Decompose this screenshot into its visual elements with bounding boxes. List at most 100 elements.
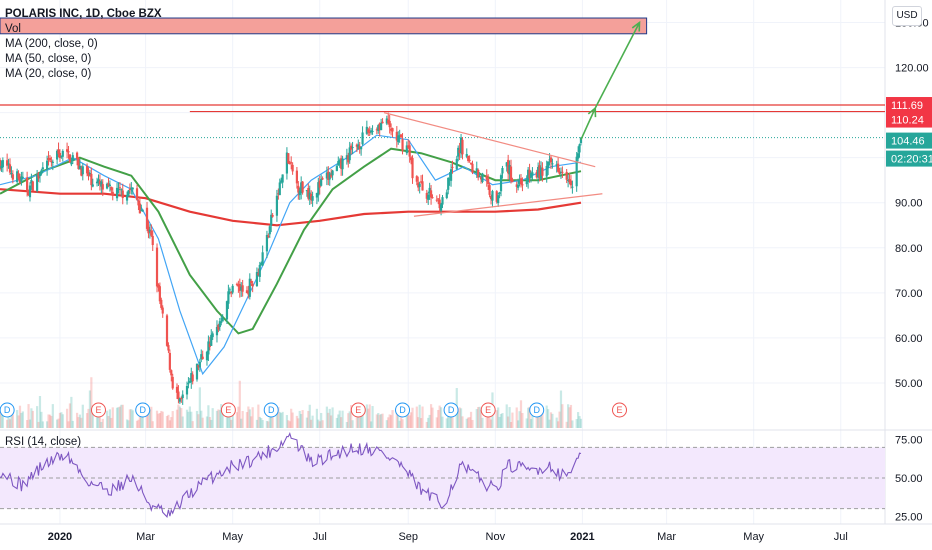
- volume-bar: [121, 404, 124, 428]
- candle-body: [360, 146, 363, 150]
- legend-ma50[interactable]: MA (50, close, 0): [5, 53, 92, 65]
- candle-body: [431, 197, 434, 199]
- candle-body: [495, 191, 498, 202]
- volume-bar: [168, 420, 171, 428]
- candle-body: [565, 171, 568, 180]
- candle-body: [427, 194, 430, 200]
- candle-body: [187, 383, 190, 385]
- volume-bar: [81, 404, 84, 428]
- volume-bar: [231, 409, 234, 428]
- candle-body: [128, 188, 131, 191]
- wedge-upper-line: [383, 112, 596, 168]
- candle-body: [328, 173, 331, 180]
- volume-bar: [465, 418, 468, 428]
- volume-bar: [280, 413, 283, 428]
- volume-bar: [157, 413, 160, 428]
- legend-ma20[interactable]: MA (20, close, 0): [5, 68, 92, 80]
- candle-body: [265, 235, 269, 252]
- volume-bar: [211, 408, 214, 428]
- price-badge-label: 02:20:31: [891, 154, 932, 166]
- candle-body: [118, 187, 122, 189]
- volume-bar: [51, 404, 54, 428]
- volume-bar: [495, 410, 498, 428]
- candle-body: [161, 307, 164, 314]
- legend-ma200[interactable]: MA (200, close, 0): [5, 38, 98, 50]
- candle-body: [438, 199, 441, 209]
- volume-bar: [130, 409, 133, 428]
- volume-bar: [347, 413, 350, 428]
- ma50-line: [0, 147, 582, 335]
- candle-body: [145, 207, 149, 229]
- volume-bar: [281, 411, 284, 428]
- candle-body: [21, 176, 24, 178]
- volume-bar: [290, 408, 293, 428]
- volume-bar: [28, 419, 32, 428]
- volume-bar: [160, 410, 163, 428]
- candle-body: [85, 165, 89, 174]
- candle-body: [177, 391, 180, 400]
- volume-bar: [36, 406, 39, 428]
- volume-bar: [335, 417, 338, 428]
- candle-body: [285, 152, 289, 174]
- time-tick-label: Jul: [313, 531, 327, 543]
- rsi-legend[interactable]: RSI (14, close): [5, 436, 82, 448]
- volume-bar: [251, 407, 254, 428]
- candle-body: [287, 153, 290, 164]
- volume-bar: [200, 410, 203, 428]
- event-marker: [350, 402, 366, 418]
- candle-body: [207, 341, 210, 355]
- candle-body: [205, 351, 209, 361]
- candle-body: [509, 166, 513, 181]
- volume-bar: [519, 400, 523, 428]
- legend-symbol-title[interactable]: POLARIS INC, 1D, Cboe BZX: [5, 8, 162, 20]
- volume-bar: [421, 406, 424, 428]
- volume-bar: [248, 409, 251, 428]
- event-marker-label: E: [225, 405, 231, 415]
- candle-body: [458, 149, 461, 153]
- volume-bar: [479, 410, 483, 428]
- volume-bar: [365, 404, 368, 428]
- volume-bar: [88, 390, 92, 428]
- candle-body: [357, 144, 360, 150]
- volume-bar: [340, 417, 343, 428]
- price-tick-label: 60.00: [895, 333, 923, 345]
- volume-bar: [201, 417, 204, 428]
- volume-bar: [505, 404, 508, 428]
- candle-body: [51, 161, 54, 163]
- volume-bar: [429, 404, 433, 428]
- price-badge: [886, 111, 932, 128]
- volume-bar: [357, 413, 360, 428]
- currency-button[interactable]: USD: [892, 6, 922, 26]
- candle-body: [408, 145, 411, 157]
- candle-body: [481, 173, 484, 182]
- candle-body: [537, 167, 540, 178]
- volume-bar: [61, 414, 64, 428]
- candle-body: [567, 179, 570, 181]
- candle-body: [515, 184, 518, 187]
- rsi-tick-label: 50.00: [895, 473, 923, 485]
- volume-bar: [241, 410, 244, 428]
- volume-bar: [50, 415, 53, 428]
- candle-body: [255, 272, 259, 286]
- volume-bar: [55, 419, 59, 428]
- candle-body: [288, 162, 291, 165]
- volume-bar: [237, 406, 240, 428]
- candle-body: [447, 177, 450, 190]
- candle-body: [46, 160, 49, 170]
- candle-body: [155, 247, 159, 287]
- volume-bar: [111, 407, 114, 428]
- candle-body: [415, 176, 418, 182]
- candle-body: [38, 172, 42, 177]
- candle-body: [310, 193, 313, 201]
- time-tick-label: Nov: [486, 531, 506, 543]
- candle-body: [218, 321, 221, 328]
- candle-body: [317, 182, 320, 196]
- arrow-head-icon: [631, 20, 641, 32]
- candle-body: [387, 119, 390, 124]
- candle-body: [390, 128, 393, 131]
- candle-body: [275, 195, 279, 216]
- legend-vol[interactable]: Vol: [5, 23, 21, 35]
- candle-body: [170, 370, 173, 376]
- volume-bar: [48, 414, 52, 428]
